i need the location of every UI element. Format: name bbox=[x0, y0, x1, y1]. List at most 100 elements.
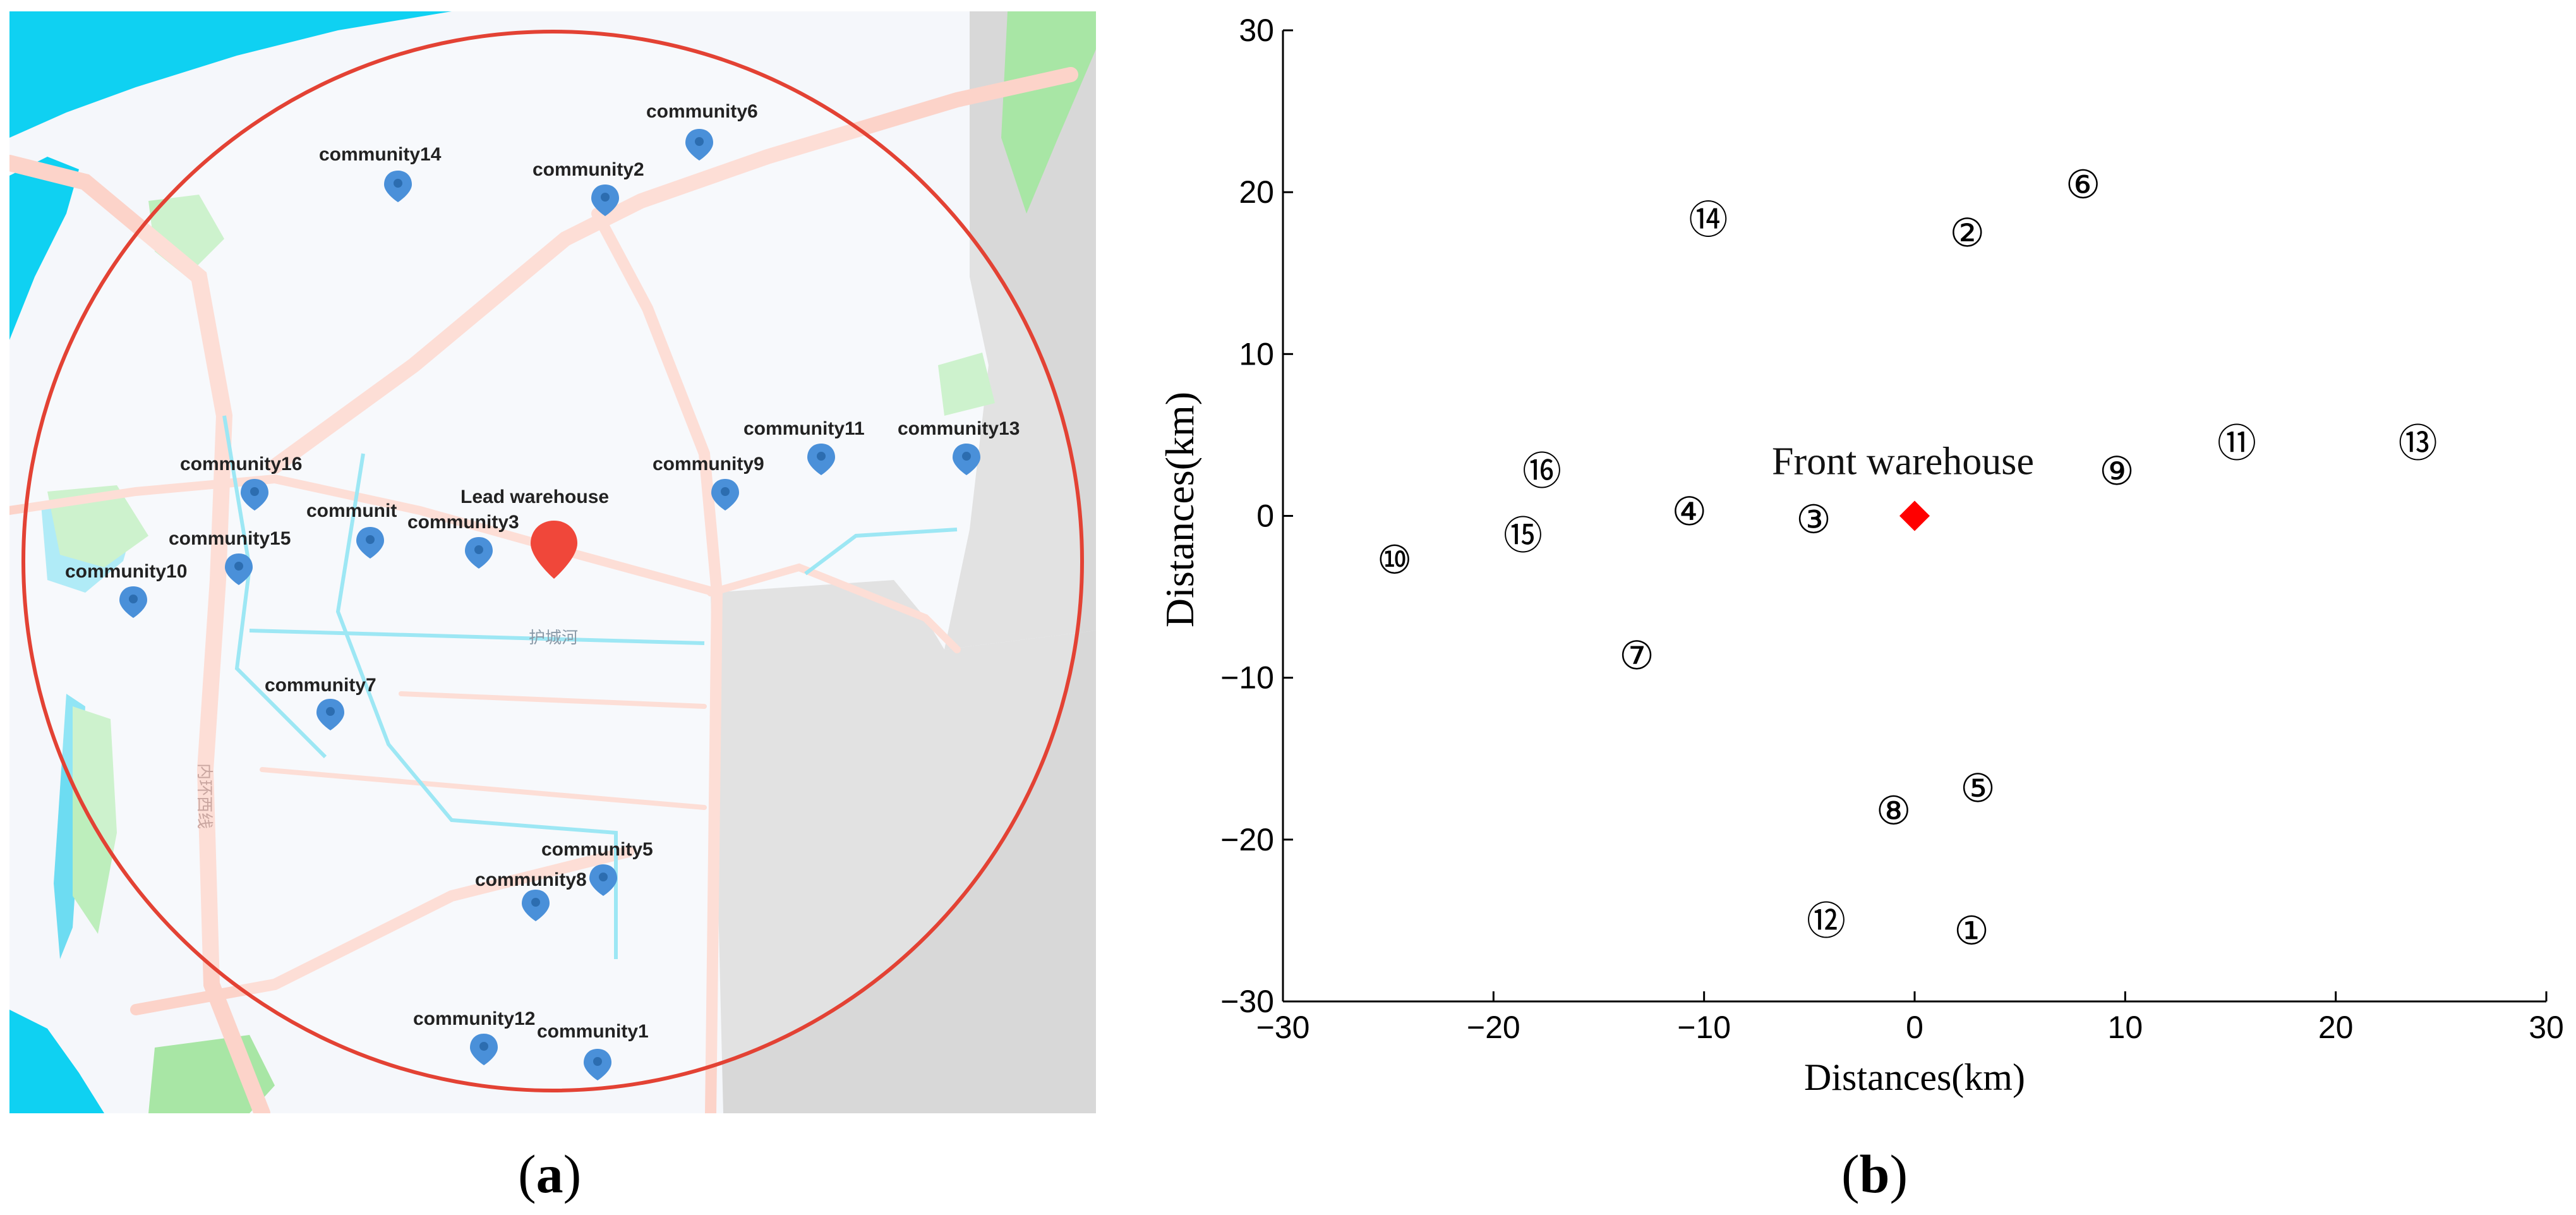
roads bbox=[9, 67, 1078, 1113]
canals bbox=[222, 415, 958, 959]
y-tick-label: 0 bbox=[1256, 499, 1274, 534]
park-east bbox=[938, 353, 995, 416]
lead-warehouse-label: Lead warehouse bbox=[460, 487, 609, 507]
scatter-panel: −30 −20 −10 0 10 20 30 −30 −20 −10 0 10 20 30 ① ② ③ ④ ⑤ ⑥… bbox=[1137, 0, 2576, 1212]
x-tick-label: 30 bbox=[2529, 1010, 2564, 1045]
community-label: community16 bbox=[180, 454, 302, 475]
community-label: community3 bbox=[407, 512, 519, 533]
y-axis-label: Distances(km) bbox=[1157, 392, 1202, 627]
river bbox=[9, 11, 452, 138]
caption-b: (b) bbox=[1841, 1144, 1908, 1204]
community-label: community9 bbox=[653, 454, 764, 475]
x-axis-label: Distances(km) bbox=[1804, 1056, 2025, 1098]
pin-dot bbox=[129, 595, 138, 603]
x-tick-label: −30 bbox=[1256, 1010, 1310, 1045]
community-markers[interactable]: community6 community14 community2 community… bbox=[65, 101, 1020, 1080]
lead-warehouse-marker[interactable]: Lead warehouse bbox=[460, 487, 609, 579]
community-label: community13 bbox=[898, 418, 1020, 439]
community-label: community2 bbox=[533, 159, 644, 180]
x-tick-label: −20 bbox=[1467, 1010, 1520, 1045]
data-point: ⑭ bbox=[1688, 197, 1728, 243]
community-marker-community15[interactable]: community15 bbox=[169, 528, 291, 585]
data-point: ⑫ bbox=[1807, 898, 1846, 944]
community-marker-community16[interactable]: community16 bbox=[180, 454, 302, 511]
pin-dot bbox=[394, 179, 402, 188]
data-point: ⑥ bbox=[2066, 161, 2101, 207]
x-tick-label: 20 bbox=[2318, 1010, 2354, 1045]
community-marker-community4[interactable]: communit bbox=[306, 500, 397, 559]
data-point: ② bbox=[1950, 210, 1985, 256]
park-southwest bbox=[73, 706, 117, 934]
map-panel[interactable]: 护城河 内环西线 community6 community14 community2… bbox=[9, 11, 1096, 1113]
pin-dot bbox=[531, 898, 540, 907]
pin-dot bbox=[601, 193, 610, 202]
y-tick-label: −30 bbox=[1220, 984, 1274, 1019]
scatter-chart: −30 −20 −10 0 10 20 30 −30 −20 −10 0 10 20 30 ① ② ③ ④ ⑤ ⑥… bbox=[1157, 13, 2564, 1098]
x-tick-label: −10 bbox=[1677, 1010, 1731, 1045]
community-marker-community6[interactable]: community6 bbox=[646, 101, 758, 160]
pin-dot bbox=[474, 545, 483, 554]
caption-a: (a) bbox=[518, 1144, 582, 1204]
community-marker-community5[interactable]: community5 bbox=[541, 839, 653, 896]
data-point: ⑪ bbox=[2217, 420, 2256, 466]
front-warehouse-marker bbox=[1899, 500, 1930, 531]
community-label: community6 bbox=[646, 101, 758, 122]
grey-area-east bbox=[711, 580, 1096, 1113]
road-label: 内环西线 bbox=[195, 763, 214, 829]
community-label: community11 bbox=[743, 418, 865, 439]
community-marker-community10[interactable]: community10 bbox=[65, 561, 187, 618]
x-tick-label: 10 bbox=[2108, 1010, 2143, 1045]
map-canvas[interactable]: 护城河 内环西线 community6 community14 community2… bbox=[9, 11, 1096, 1113]
pin-dot bbox=[721, 487, 730, 496]
community-label: community8 bbox=[475, 869, 587, 890]
data-point: ⑦ bbox=[1619, 632, 1654, 679]
community-label: community15 bbox=[169, 528, 291, 549]
data-point: ③ bbox=[1796, 497, 1831, 543]
front-warehouse-label: Front warehouse bbox=[1772, 440, 2034, 483]
pin-dot bbox=[479, 1042, 488, 1051]
community-marker-community8[interactable]: community8 bbox=[475, 869, 587, 921]
community-label: community10 bbox=[65, 561, 187, 582]
y-tick-label: 30 bbox=[1239, 13, 1274, 48]
pin-dot bbox=[326, 707, 335, 716]
data-point: ⑨ bbox=[2099, 448, 2134, 494]
x-tick-label: 0 bbox=[1906, 1010, 1923, 1045]
community-marker-community14[interactable]: community14 bbox=[319, 144, 442, 202]
park-west bbox=[47, 485, 148, 567]
x-ticks: −30 −20 −10 0 10 20 30 bbox=[1256, 991, 2564, 1045]
pin-dot bbox=[250, 487, 259, 496]
community-marker-community12[interactable]: community12 bbox=[413, 1008, 535, 1065]
community-label: communit bbox=[306, 500, 397, 521]
pin-dot bbox=[234, 562, 243, 571]
y-tick-label: −20 bbox=[1220, 822, 1274, 857]
river-label: 护城河 bbox=[529, 628, 578, 647]
y-tick-label: 20 bbox=[1239, 174, 1274, 210]
community-marker-community2[interactable]: community2 bbox=[533, 159, 644, 216]
river-south bbox=[9, 1010, 104, 1113]
community-marker-community11[interactable]: community11 bbox=[743, 418, 865, 475]
community-label: community1 bbox=[537, 1021, 649, 1042]
data-points: ① ② ③ ④ ⑤ ⑥ ⑦ ⑧ ⑨ ⑩ ⑪ ⑫ ⑬ ⑭ ⑮ ⑯ bbox=[1377, 161, 2438, 953]
pin-dot bbox=[695, 137, 704, 146]
pin-dot bbox=[817, 452, 826, 461]
community-marker-community3[interactable]: community3 bbox=[407, 512, 519, 569]
park-ne bbox=[1001, 11, 1096, 214]
community-marker-community1[interactable]: community1 bbox=[537, 1021, 649, 1080]
community-marker-community7[interactable]: community7 bbox=[265, 675, 376, 730]
data-point: ⑧ bbox=[1876, 788, 1911, 834]
pin-dot bbox=[593, 1057, 602, 1066]
community-marker-community13[interactable]: community13 bbox=[898, 418, 1020, 475]
community-marker-community9[interactable]: community9 bbox=[653, 454, 764, 511]
y-ticks: −30 −20 −10 0 10 20 30 bbox=[1220, 13, 1293, 1019]
data-point: ⑯ bbox=[1522, 448, 1562, 494]
community-label: community12 bbox=[413, 1008, 535, 1029]
river-branch bbox=[9, 157, 79, 340]
data-point: ⑤ bbox=[1960, 765, 1995, 811]
community-label: community7 bbox=[265, 675, 376, 696]
data-point: ⑬ bbox=[2398, 420, 2438, 466]
community-label: community14 bbox=[319, 144, 442, 165]
pin-dot bbox=[962, 452, 971, 461]
y-tick-label: −10 bbox=[1220, 660, 1274, 696]
pin-dot bbox=[366, 535, 375, 544]
community-label: community5 bbox=[541, 839, 653, 860]
